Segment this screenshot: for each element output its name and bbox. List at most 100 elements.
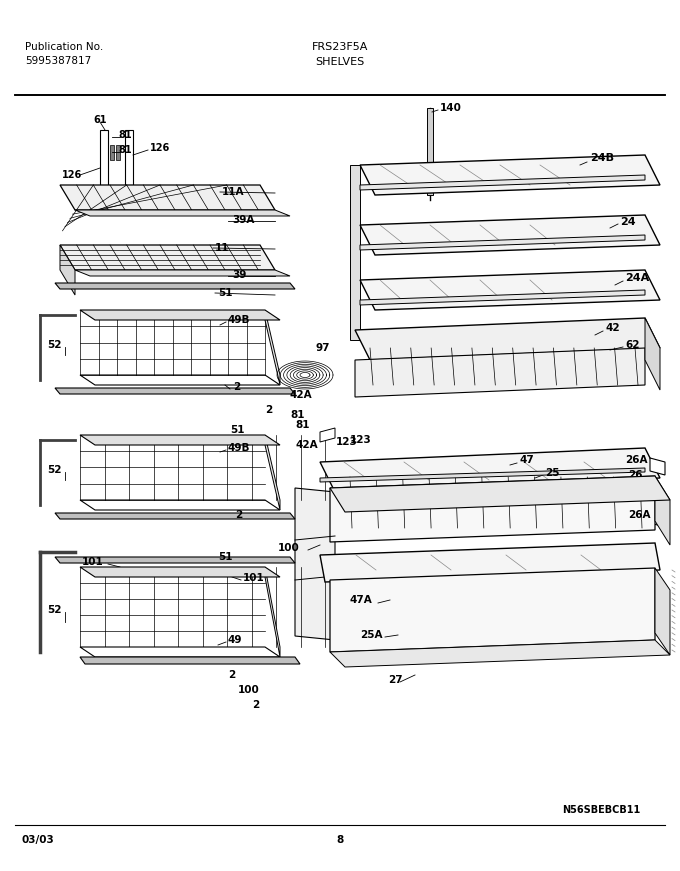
- Text: 52: 52: [47, 340, 61, 350]
- Polygon shape: [55, 513, 295, 519]
- Polygon shape: [125, 130, 133, 185]
- Polygon shape: [320, 428, 335, 442]
- Polygon shape: [80, 375, 280, 385]
- Text: 26: 26: [628, 470, 643, 480]
- Text: 51: 51: [230, 425, 245, 435]
- Text: 123: 123: [350, 435, 372, 445]
- Polygon shape: [265, 435, 280, 510]
- Polygon shape: [265, 310, 280, 385]
- Text: 81: 81: [295, 420, 309, 430]
- Text: 49B: 49B: [228, 315, 250, 325]
- Text: SHELVES: SHELVES: [316, 57, 364, 67]
- Text: 2: 2: [265, 405, 272, 415]
- Polygon shape: [330, 568, 655, 652]
- Text: 126: 126: [150, 143, 170, 153]
- Polygon shape: [330, 640, 670, 667]
- Polygon shape: [80, 500, 280, 510]
- Polygon shape: [360, 215, 660, 255]
- Polygon shape: [350, 165, 360, 340]
- Polygon shape: [650, 510, 665, 527]
- Text: 2: 2: [252, 700, 259, 710]
- Text: 11: 11: [215, 243, 230, 253]
- Polygon shape: [60, 245, 75, 295]
- Text: 2: 2: [233, 382, 240, 392]
- Text: 39: 39: [232, 270, 246, 280]
- Text: 26A: 26A: [628, 510, 651, 520]
- Text: 52: 52: [47, 605, 61, 615]
- Text: 47: 47: [520, 455, 534, 465]
- Text: 24B: 24B: [590, 153, 614, 163]
- Polygon shape: [80, 435, 280, 445]
- Polygon shape: [650, 458, 665, 475]
- Polygon shape: [295, 488, 335, 640]
- Polygon shape: [655, 476, 670, 545]
- Text: 61: 61: [93, 115, 107, 125]
- Text: 81: 81: [118, 130, 132, 140]
- Polygon shape: [60, 245, 275, 270]
- Text: 49B: 49B: [228, 443, 250, 453]
- Text: 25: 25: [545, 468, 560, 478]
- Text: Publication No.: Publication No.: [25, 42, 103, 52]
- Text: 24: 24: [620, 217, 636, 227]
- Text: 97: 97: [315, 343, 330, 353]
- Text: 42A: 42A: [290, 390, 313, 400]
- Text: 52: 52: [47, 465, 61, 475]
- Polygon shape: [80, 647, 280, 657]
- Polygon shape: [360, 175, 645, 190]
- Text: 24A: 24A: [625, 273, 649, 283]
- Text: 25A: 25A: [360, 630, 382, 640]
- Polygon shape: [320, 448, 660, 492]
- Text: 26A: 26A: [625, 455, 647, 465]
- Text: 140: 140: [440, 103, 462, 113]
- Text: 51: 51: [218, 552, 233, 562]
- Text: 8: 8: [337, 835, 343, 845]
- Text: 2: 2: [228, 670, 235, 680]
- Polygon shape: [320, 543, 660, 582]
- Text: 11A: 11A: [222, 187, 245, 197]
- Polygon shape: [360, 270, 660, 310]
- Text: 126: 126: [62, 170, 82, 180]
- Text: 62: 62: [625, 340, 639, 350]
- Polygon shape: [265, 567, 280, 657]
- Polygon shape: [60, 185, 275, 210]
- Polygon shape: [355, 318, 660, 360]
- Text: 2: 2: [235, 510, 242, 520]
- Polygon shape: [55, 557, 295, 563]
- Polygon shape: [80, 567, 280, 577]
- Polygon shape: [330, 476, 670, 512]
- Text: FRS23F5A: FRS23F5A: [312, 42, 368, 52]
- Polygon shape: [55, 283, 295, 289]
- Text: 5995387817: 5995387817: [25, 56, 91, 66]
- Polygon shape: [330, 476, 655, 542]
- Polygon shape: [360, 235, 645, 250]
- Polygon shape: [100, 130, 108, 185]
- Polygon shape: [645, 318, 660, 390]
- Text: 49: 49: [228, 635, 243, 645]
- Polygon shape: [355, 348, 645, 397]
- Polygon shape: [80, 657, 300, 664]
- Polygon shape: [110, 145, 114, 160]
- Text: 81: 81: [290, 410, 305, 420]
- Text: 03/03: 03/03: [22, 835, 55, 845]
- Text: N56SBEBCB11: N56SBEBCB11: [562, 805, 640, 815]
- Polygon shape: [55, 388, 295, 394]
- Polygon shape: [360, 155, 660, 195]
- Text: 27: 27: [388, 675, 403, 685]
- Text: 42: 42: [605, 323, 619, 333]
- Polygon shape: [360, 290, 645, 305]
- Text: 101: 101: [82, 557, 104, 567]
- Text: 39A: 39A: [232, 215, 254, 225]
- Polygon shape: [320, 468, 645, 482]
- Text: 101: 101: [243, 573, 265, 583]
- Polygon shape: [75, 210, 290, 216]
- Text: 100: 100: [238, 685, 260, 695]
- Polygon shape: [116, 145, 120, 160]
- Text: 81: 81: [118, 145, 132, 155]
- Text: 100: 100: [278, 543, 300, 553]
- Text: 47A: 47A: [350, 595, 373, 605]
- Polygon shape: [80, 310, 280, 320]
- Polygon shape: [427, 108, 433, 195]
- Text: 51: 51: [218, 288, 233, 298]
- Polygon shape: [655, 568, 670, 655]
- Text: 123: 123: [336, 437, 358, 447]
